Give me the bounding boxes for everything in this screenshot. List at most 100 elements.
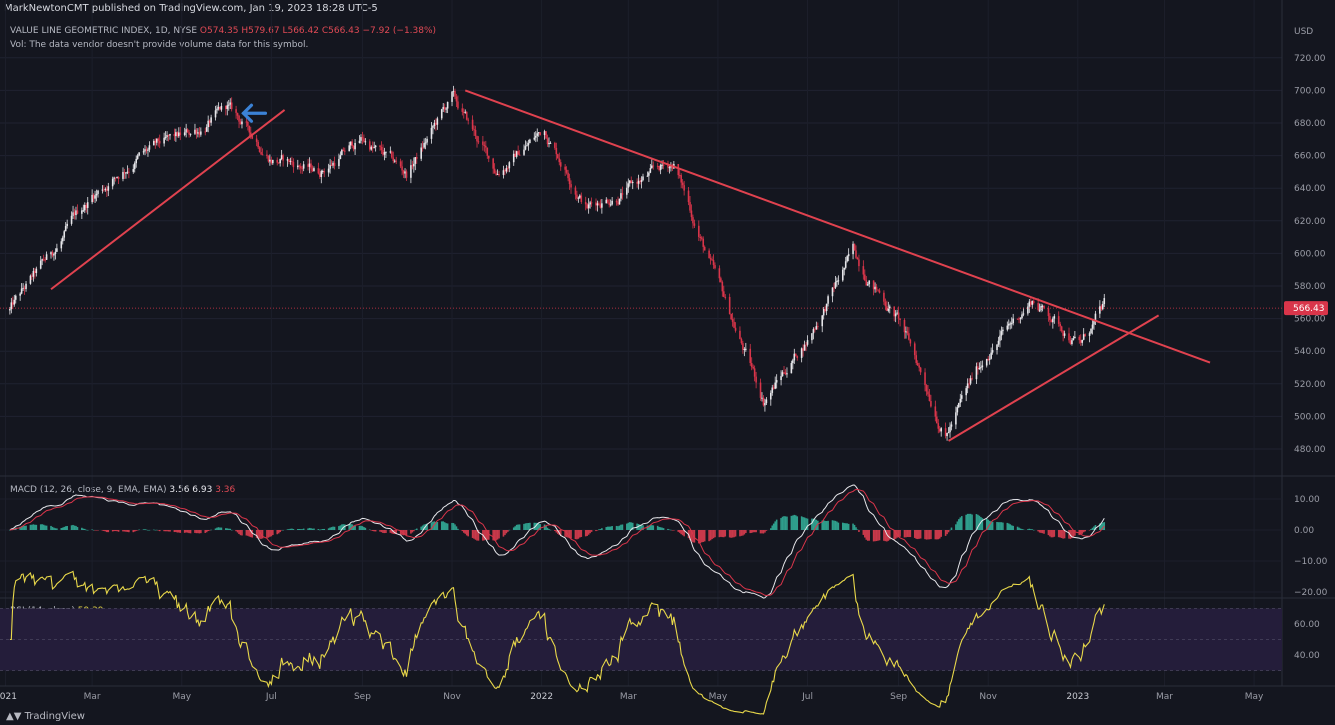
candle bbox=[371, 146, 374, 148]
candle bbox=[631, 182, 634, 184]
candle bbox=[667, 164, 669, 168]
candle bbox=[772, 387, 775, 389]
price-tick-label: 700.00 bbox=[1294, 86, 1326, 96]
candle bbox=[874, 286, 876, 290]
macd-histogram-bar bbox=[980, 516, 982, 530]
macd-histogram-bar bbox=[423, 524, 425, 530]
macd-histogram-bar bbox=[1081, 530, 1084, 534]
candle bbox=[207, 120, 209, 128]
candle bbox=[656, 165, 659, 167]
candle bbox=[195, 129, 198, 134]
candle bbox=[10, 302, 13, 309]
candle bbox=[574, 187, 577, 195]
candle bbox=[1027, 306, 1029, 314]
candle bbox=[750, 362, 753, 367]
candle bbox=[229, 102, 232, 105]
candle bbox=[452, 90, 455, 92]
macd-histogram-bar bbox=[598, 529, 600, 530]
macd-histogram-bar bbox=[64, 526, 67, 530]
candle bbox=[617, 202, 619, 205]
macd-histogram-bar bbox=[339, 525, 342, 530]
candle bbox=[708, 250, 710, 259]
macd-histogram-bar bbox=[370, 530, 373, 531]
candle bbox=[60, 241, 63, 249]
macd-histogram-bar bbox=[780, 518, 782, 530]
tv-logo-icon: ▲▼ bbox=[6, 711, 25, 722]
candle bbox=[700, 237, 703, 239]
candle bbox=[298, 165, 301, 167]
candle bbox=[764, 403, 766, 406]
macd-histogram-bar bbox=[821, 520, 824, 530]
trendlines[interactable] bbox=[50, 89, 1211, 442]
candle bbox=[856, 257, 859, 260]
macd-histogram-bar bbox=[866, 530, 869, 541]
macd-histogram-bar bbox=[844, 523, 847, 530]
candle bbox=[402, 170, 405, 174]
candle bbox=[205, 127, 208, 132]
macd-histogram-bar bbox=[1028, 528, 1031, 530]
macd-legend[interactable]: MACD (12, 26, close, 9, EMA, EMA) 3.56 6… bbox=[10, 485, 235, 495]
macd-histogram-bar bbox=[959, 517, 962, 530]
tradingview-logo[interactable]: ▲▼ TradingView bbox=[6, 711, 85, 722]
candle bbox=[981, 365, 984, 368]
macd-histogram-bar bbox=[599, 529, 602, 530]
macd-histogram-bar bbox=[464, 530, 467, 534]
candle bbox=[514, 153, 516, 157]
macd-histogram-bar bbox=[692, 530, 694, 543]
candle bbox=[216, 108, 218, 111]
candle bbox=[909, 339, 912, 344]
macd-histogram-bar bbox=[887, 530, 890, 541]
macd-histogram-bar bbox=[185, 530, 187, 533]
macd-histogram-bar bbox=[1037, 530, 1039, 532]
macd-histogram-bar bbox=[81, 527, 83, 530]
candle bbox=[969, 378, 972, 384]
candle bbox=[1090, 328, 1092, 334]
macd-histogram-bar bbox=[683, 530, 685, 537]
macd-histogram-bar bbox=[617, 526, 619, 530]
macd-histogram-bar bbox=[296, 529, 299, 530]
macd-histogram-bar bbox=[178, 530, 180, 533]
candle bbox=[843, 267, 846, 270]
candle bbox=[332, 162, 334, 166]
candle bbox=[354, 142, 356, 150]
macd-histogram-bar bbox=[792, 515, 794, 530]
candle bbox=[865, 280, 868, 286]
macd-histogram-bar bbox=[771, 525, 774, 530]
candle bbox=[811, 333, 813, 341]
candle bbox=[138, 152, 140, 156]
candle bbox=[247, 121, 249, 126]
candle bbox=[815, 326, 818, 330]
candle bbox=[802, 348, 804, 351]
symbol-legend[interactable]: VALUE LINE GEOMETRIC INDEX, 1D, NYSE O57… bbox=[10, 26, 436, 36]
candle bbox=[158, 140, 161, 144]
price-tick-label: 640.00 bbox=[1294, 184, 1326, 194]
macd-histogram-bar bbox=[728, 530, 731, 538]
candle bbox=[467, 119, 469, 121]
candle bbox=[1099, 306, 1101, 314]
macd-histogram-bar bbox=[291, 528, 293, 530]
candle bbox=[53, 254, 55, 256]
time-axis[interactable]: 2021 Mar May Jul Sep Nov 2022 Mar May Jul Sep Nov 20… bbox=[0, 692, 1264, 702]
macd-histogram-bar bbox=[379, 530, 381, 532]
candle bbox=[925, 385, 928, 392]
macd-histogram-bar bbox=[856, 529, 859, 530]
macd-histogram-bar bbox=[883, 530, 885, 541]
candle bbox=[554, 142, 556, 148]
candle bbox=[916, 362, 919, 366]
macd-histogram-bar bbox=[73, 525, 76, 530]
candle bbox=[980, 367, 982, 369]
macd-histogram-bar bbox=[385, 530, 387, 534]
candle bbox=[128, 171, 130, 173]
candle bbox=[323, 170, 326, 173]
candle bbox=[317, 168, 320, 174]
candle bbox=[1088, 333, 1091, 336]
macd-histogram-bar bbox=[897, 530, 900, 538]
price-axis[interactable]: USD 720.00 700.00 680.00 660.00 640.00 620.00 6… bbox=[1284, 27, 1328, 661]
macd-histogram-bar bbox=[843, 523, 846, 530]
macd-histogram-bar bbox=[905, 530, 907, 538]
candle bbox=[637, 180, 640, 184]
candle bbox=[533, 137, 536, 140]
candle bbox=[609, 204, 612, 206]
macd-histogram-bar bbox=[1057, 530, 1060, 538]
